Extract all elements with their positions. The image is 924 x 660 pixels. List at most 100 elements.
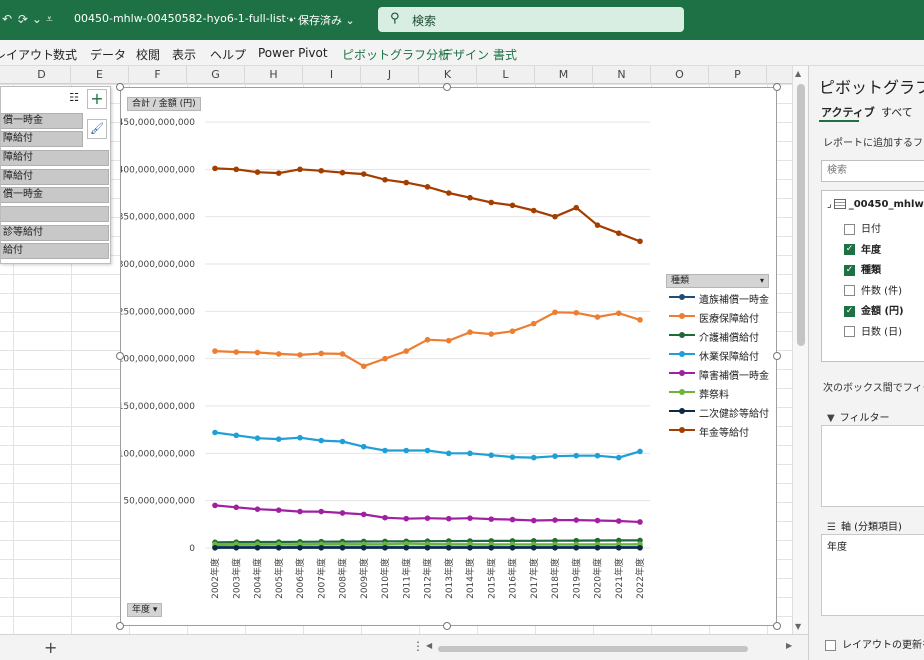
data-point[interactable] — [360, 443, 367, 450]
tab-pivotchart-analyze[interactable]: ピボットグラフ分析 — [342, 48, 451, 62]
field-item[interactable]: ✓ 金額 (円) — [844, 302, 904, 317]
data-point[interactable] — [233, 166, 240, 173]
slicer-panel[interactable]: ☷ + 🖌 償一時金 障給付 障給付 障給付 償一時金 診等給付 給付 — [0, 86, 111, 264]
slicer-item[interactable]: 給付 — [1, 243, 109, 259]
legend-entry[interactable]: 障害補償一時金 — [666, 364, 769, 383]
pivot-chart[interactable]: 0 50,000,000,000 100,000,000,000 150,000,00… — [120, 87, 777, 626]
data-point[interactable] — [254, 349, 261, 356]
data-point[interactable] — [339, 169, 346, 176]
data-point[interactable] — [637, 545, 643, 551]
slicer-item[interactable] — [1, 206, 109, 222]
undo-arrow-icon[interactable]: ↶ ⌄ — [2, 12, 26, 26]
data-point[interactable] — [275, 507, 282, 513]
data-point[interactable] — [467, 515, 473, 521]
data-point[interactable] — [339, 351, 346, 357]
resize-handle[interactable] — [116, 352, 124, 360]
data-point[interactable] — [297, 545, 303, 551]
data-point[interactable] — [615, 518, 622, 524]
slicer-item[interactable]: 障給付 — [1, 169, 109, 185]
column-header[interactable]: I — [303, 66, 361, 84]
legend-field-button[interactable]: 種類 ▾ — [666, 274, 769, 288]
data-point[interactable] — [445, 337, 452, 344]
slicer-item[interactable]: 障給付 — [1, 131, 83, 147]
data-point[interactable] — [594, 222, 601, 228]
data-point[interactable] — [488, 545, 495, 551]
tab-help[interactable]: ヘルプ — [210, 48, 247, 62]
data-point[interactable] — [445, 545, 452, 551]
data-point[interactable] — [254, 435, 261, 441]
data-point[interactable] — [382, 355, 388, 362]
data-point[interactable] — [530, 517, 537, 524]
checked-checkbox-icon[interactable]: ✓ — [844, 244, 855, 255]
checked-checkbox-icon[interactable]: ✓ — [844, 305, 855, 317]
data-point[interactable] — [530, 207, 537, 214]
resize-handle[interactable] — [773, 352, 781, 360]
data-point[interactable] — [339, 510, 346, 516]
scroll-up-icon[interactable]: ▲ — [795, 69, 802, 78]
data-point[interactable] — [488, 516, 495, 522]
data-point[interactable] — [275, 545, 282, 551]
data-point[interactable] — [530, 320, 537, 327]
data-point[interactable] — [637, 519, 643, 525]
series-line[interactable] — [214, 167, 641, 243]
data-point[interactable] — [467, 450, 473, 457]
customize-toolbar-icon[interactable]: ⩡ — [46, 12, 53, 26]
data-point[interactable] — [615, 230, 622, 237]
data-point[interactable] — [360, 511, 367, 518]
data-point[interactable] — [297, 352, 303, 358]
checked-checkbox-icon[interactable]: ✓ — [844, 264, 855, 276]
defer-update-checkbox[interactable]: レイアウトの更新を保 — [825, 636, 924, 651]
legend-entry[interactable]: 休業保障給付 — [666, 345, 769, 364]
data-point[interactable] — [297, 166, 303, 173]
tab-active-fields[interactable]: アクティブ — [821, 106, 875, 119]
tab-design[interactable]: デザイン — [441, 48, 490, 62]
data-point[interactable] — [615, 537, 622, 544]
data-point[interactable] — [233, 432, 240, 439]
data-point[interactable] — [233, 504, 240, 511]
chart-legend[interactable]: 種類 ▾ 遺族補償一時金 医療保障給付 介護補償給付 休業保障給付 障害補償一時金 葬祭料二… — [666, 274, 769, 440]
axis-field-button[interactable]: 年度 ▾ — [127, 603, 163, 617]
search-box[interactable]: ⚲ 検索 — [378, 7, 684, 32]
scroll-down-icon[interactable]: ▼ — [795, 622, 802, 631]
data-point[interactable] — [615, 454, 622, 461]
data-point[interactable] — [594, 537, 601, 544]
data-point[interactable] — [339, 545, 346, 551]
data-point[interactable] — [275, 170, 282, 176]
data-point[interactable] — [552, 309, 558, 316]
data-point[interactable] — [403, 515, 410, 522]
data-point[interactable] — [297, 434, 303, 441]
data-point[interactable] — [573, 545, 580, 551]
data-point[interactable] — [424, 447, 431, 454]
checkbox[interactable] — [844, 223, 855, 235]
resize-handle[interactable] — [443, 622, 451, 630]
data-point[interactable] — [530, 454, 537, 461]
data-point[interactable] — [360, 363, 367, 370]
data-point[interactable] — [297, 508, 303, 515]
data-point[interactable] — [509, 202, 516, 209]
data-point[interactable] — [424, 515, 431, 521]
tab-formulas[interactable]: 数式 — [53, 48, 78, 62]
field-item[interactable]: 日付 — [844, 220, 881, 235]
scroll-left-icon[interactable]: ◀ — [426, 641, 433, 650]
tab-page-layout[interactable]: レイアウト — [0, 48, 55, 62]
tab-format[interactable]: 書式 — [493, 48, 518, 62]
data-point[interactable] — [573, 452, 580, 459]
tab-power-pivot[interactable]: Power Pivot — [258, 46, 328, 60]
slicer-item[interactable]: 償一時金 — [1, 187, 109, 203]
column-header[interactable]: E — [71, 66, 129, 84]
table-node[interactable]: ⌟ _00450_mhlw — [827, 199, 924, 210]
data-point[interactable] — [360, 545, 367, 551]
column-header[interactable]: J — [361, 66, 419, 84]
data-point[interactable] — [445, 190, 452, 196]
axis-drop-zone[interactable] — [821, 534, 924, 616]
data-point[interactable] — [488, 331, 495, 337]
column-header[interactable]: F — [129, 66, 187, 84]
multi-select-icon[interactable]: ☷ — [64, 89, 84, 109]
checkbox[interactable] — [825, 639, 836, 651]
data-point[interactable] — [403, 447, 410, 454]
checkbox[interactable] — [844, 285, 855, 296]
data-point[interactable] — [552, 213, 558, 220]
data-point[interactable] — [318, 167, 325, 174]
data-point[interactable] — [403, 540, 410, 547]
data-point[interactable] — [424, 545, 431, 551]
